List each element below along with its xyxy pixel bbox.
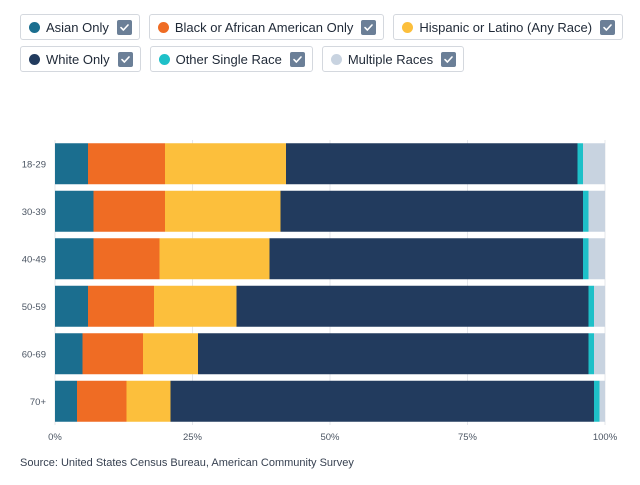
legend-toggle-white-only[interactable]: White Only (20, 46, 141, 72)
bar-segment-white-only[interactable] (286, 143, 578, 185)
bar-segment-white-only[interactable] (280, 190, 584, 232)
checkbox-checked-icon[interactable] (441, 51, 457, 67)
bar-segment-hispanic-or-latino-any-race[interactable] (165, 143, 286, 185)
bar-segment-asian-only[interactable] (55, 190, 94, 232)
legend-row: White Only Other Single Race Multiple Race… (20, 46, 620, 72)
legend-label: Multiple Races (347, 51, 434, 67)
bar-segment-asian-only[interactable] (55, 380, 77, 422)
y-tick-label: 50-59 (22, 302, 46, 313)
chart-legend: Asian Only Black or African American Only… (20, 14, 624, 78)
bar-segment-asian-only[interactable] (55, 143, 88, 185)
legend-label: Hispanic or Latino (Any Race) (419, 19, 593, 35)
stacked-bar-chart: 18-29 30-39 40-49 50-59 60-69 70+ 0% 25% 50% 75% 1… (22, 140, 618, 443)
bar-segment-other-single-race[interactable] (594, 380, 600, 422)
bar-segment-other-single-race[interactable] (588, 333, 595, 375)
legend-toggle-multiple-races[interactable]: Multiple Races (321, 46, 465, 72)
bar-segment-other-single-race[interactable] (588, 285, 595, 327)
bar-segment-black-or-african-american-only[interactable] (82, 333, 144, 375)
checkbox-checked-icon[interactable] (600, 19, 616, 35)
legend-label: Black or African American Only (174, 19, 354, 35)
bar-segment-black-or-african-american-only[interactable] (93, 238, 160, 280)
legend-swatch (29, 53, 40, 65)
legend-swatch (330, 53, 342, 65)
bar-segment-hispanic-or-latino-any-race[interactable] (165, 190, 281, 232)
bar-segment-hispanic-or-latino-any-race[interactable] (154, 285, 237, 327)
legend-label: Asian Only (46, 19, 109, 35)
legend-toggle-black-or-african-american-only[interactable]: Black or African American Only (148, 14, 385, 40)
y-tick-label: 30-39 (22, 207, 46, 218)
checkbox-checked-icon[interactable] (117, 51, 133, 67)
legend-swatch (157, 21, 169, 33)
bar-segment-black-or-african-american-only[interactable] (88, 285, 154, 327)
legend-toggle-hispanic-or-latino-any-race[interactable]: Hispanic or Latino (Any Race) (393, 14, 624, 40)
legend-swatch (158, 53, 170, 65)
legend-toggle-other-single-race[interactable]: Other Single Race (149, 46, 313, 72)
x-tick-label: 0% (48, 432, 62, 443)
bar-segment-other-single-race[interactable] (583, 190, 589, 232)
bar-segment-multiple-races[interactable] (588, 238, 606, 280)
bar-segment-hispanic-or-latino-any-race[interactable] (143, 333, 198, 375)
checkbox-checked-icon[interactable] (116, 19, 132, 35)
bar-segment-white-only[interactable] (269, 238, 584, 280)
bar-segment-other-single-race[interactable] (577, 143, 584, 185)
legend-label: White Only (46, 51, 110, 67)
x-tick-label: 25% (183, 432, 203, 443)
bar-segment-multiple-races[interactable] (588, 190, 606, 232)
x-tick-label: 75% (458, 432, 478, 443)
x-tick-label: 100% (593, 432, 618, 443)
bar-segment-other-single-race[interactable] (583, 238, 589, 280)
checkbox-checked-icon[interactable] (361, 19, 377, 35)
bar-segment-black-or-african-american-only[interactable] (88, 143, 165, 185)
bar-segment-white-only[interactable] (198, 333, 589, 375)
legend-swatch (402, 21, 414, 33)
legend-row: Asian Only Black or African American Only… (20, 14, 624, 40)
bar-segment-multiple-races[interactable] (599, 380, 606, 422)
bar-segment-hispanic-or-latino-any-race[interactable] (159, 238, 270, 280)
legend-swatch (29, 21, 40, 33)
y-tick-label: 70+ (30, 397, 47, 408)
bar-segment-black-or-african-american-only[interactable] (93, 190, 166, 232)
bar-segment-black-or-african-american-only[interactable] (77, 380, 127, 422)
y-tick-label: 18-29 (22, 159, 46, 170)
bar-segment-white-only[interactable] (170, 380, 595, 422)
checkbox-checked-icon[interactable] (289, 51, 305, 67)
bar-segment-multiple-races[interactable] (594, 333, 605, 375)
x-tick-label: 50% (320, 432, 340, 443)
bar-segment-asian-only[interactable] (55, 285, 88, 327)
source-note: Source: United States Census Bureau, Ame… (20, 457, 354, 469)
y-tick-label: 60-69 (22, 349, 46, 360)
bar-segment-hispanic-or-latino-any-race[interactable] (126, 380, 171, 422)
legend-toggle-asian-only[interactable]: Asian Only (20, 14, 140, 40)
legend-label: Other Single Race (175, 51, 282, 67)
bar-segment-asian-only[interactable] (55, 238, 94, 280)
bar-segment-multiple-races[interactable] (583, 143, 605, 185)
bar-segment-asian-only[interactable] (55, 333, 83, 375)
y-tick-label: 40-49 (22, 254, 46, 265)
bar-segment-white-only[interactable] (236, 285, 589, 327)
bar-segment-multiple-races[interactable] (594, 285, 605, 327)
